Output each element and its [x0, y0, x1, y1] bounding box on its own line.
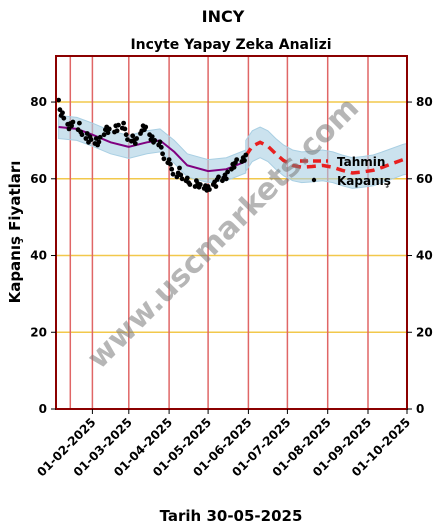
closing-price-point — [168, 161, 173, 167]
y-tick-label-right: 20 — [416, 325, 433, 339]
closing-price-point — [97, 134, 103, 140]
historical-confidence-band — [58, 114, 247, 184]
closing-price-point — [70, 119, 76, 125]
closing-price-point — [160, 151, 166, 157]
closing-price-point — [158, 144, 164, 150]
closing-price-point — [242, 158, 247, 163]
y-tick-label-left: 0 — [39, 402, 47, 416]
closing-price-point — [197, 182, 203, 187]
closing-price-point — [130, 133, 136, 139]
closing-price-point — [56, 97, 61, 103]
closing-price-point — [178, 172, 184, 178]
chart-title: INCY — [202, 7, 245, 26]
y-tick-label-left: 80 — [30, 95, 47, 109]
closing-price-point — [69, 123, 74, 129]
closing-price-point — [121, 120, 126, 126]
closing-price-point — [234, 157, 240, 163]
legend: Tahmin Kapanış — [300, 155, 391, 188]
closing-price-points — [56, 97, 249, 193]
closing-price-point — [143, 124, 149, 130]
closing-price-point — [96, 139, 102, 145]
closing-price-point — [179, 176, 185, 182]
closing-price-point — [223, 176, 229, 182]
closing-price-point — [174, 174, 180, 180]
y-tick-label-right: 80 — [416, 95, 433, 109]
plot-frame — [55, 55, 408, 410]
closing-price-point — [61, 115, 67, 121]
y-tick-label-left: 20 — [30, 325, 47, 339]
y-ticks-right: 0 20 40 60 80 — [407, 95, 433, 416]
closing-price-point — [161, 156, 167, 162]
closing-price-point — [216, 174, 221, 180]
closing-price-point — [123, 132, 129, 138]
forecast-line — [244, 140, 408, 175]
closing-price-point — [170, 171, 176, 177]
closing-price-point — [105, 130, 111, 136]
closing-price-point — [79, 132, 85, 138]
plot-background — [56, 56, 407, 409]
y-ticks-left: 0 20 40 60 80 — [30, 95, 56, 416]
closing-price-point — [184, 175, 190, 181]
closing-price-point — [116, 122, 121, 128]
closing-price-point — [231, 164, 237, 170]
closing-price-point — [243, 152, 249, 158]
closing-price-point — [177, 165, 182, 171]
legend-label-forecast: Tahmin — [337, 155, 385, 169]
closing-price-point — [106, 126, 112, 132]
closing-price-point — [213, 184, 219, 189]
x-axis-label: Tarih 30-05-2025 — [160, 507, 303, 525]
closing-price-point — [114, 128, 120, 134]
y-axis-label: Kapanış Fiyatları — [6, 161, 24, 304]
closing-price-point — [169, 166, 175, 172]
closing-price-point — [207, 187, 212, 192]
closing-price-point — [125, 137, 130, 143]
legend-swatch-points — [311, 177, 317, 183]
closing-price-point — [134, 136, 140, 141]
closing-price-point — [60, 110, 65, 116]
chart-subtitle: Incyte Yapay Zeka Analizi — [130, 37, 331, 53]
y-tick-label-right: 40 — [416, 249, 433, 263]
closing-price-point — [166, 157, 172, 163]
x-ticks: 01-02-202501-03-202501-04-202501-05-2025… — [34, 409, 413, 479]
closing-price-point — [187, 182, 193, 187]
closing-price-point — [152, 138, 158, 143]
closing-price-point — [157, 139, 163, 145]
y-tick-label-right: 60 — [416, 172, 433, 186]
closing-price-point — [225, 169, 231, 175]
closing-price-point — [122, 126, 128, 132]
closing-price-point — [77, 120, 82, 126]
y-tick-label-right: 0 — [416, 402, 424, 416]
closing-price-point — [132, 141, 138, 146]
legend-label-points: Kapanış — [337, 174, 391, 188]
closing-price-point — [93, 136, 99, 141]
closing-price-point — [149, 134, 155, 140]
closing-price-point — [101, 132, 107, 138]
y-tick-label-left: 60 — [30, 172, 47, 186]
closing-price-point — [88, 137, 94, 143]
closing-price-point — [83, 136, 89, 141]
y-tick-label-left: 40 — [30, 249, 47, 263]
